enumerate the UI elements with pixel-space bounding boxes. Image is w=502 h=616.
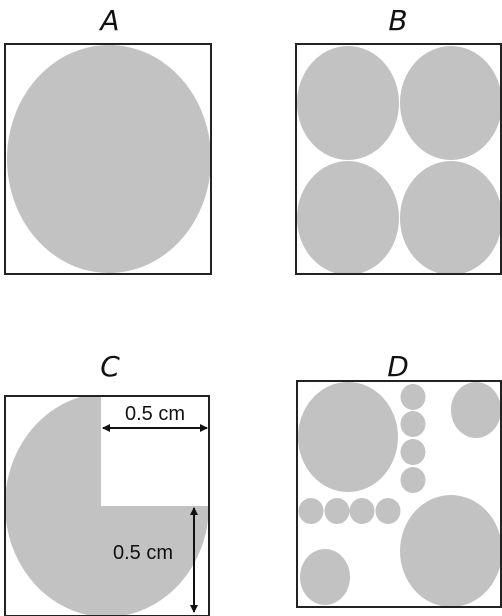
panel-d-large-circle-top: [298, 382, 398, 492]
panel-c: C 0.5 cm 0.5 cm: [4, 350, 210, 616]
panel-d-small-circle: [324, 498, 350, 524]
panel-b-circle-top-right: [400, 46, 502, 160]
panel-c-side-dimension-label: 0.5 cm: [113, 542, 173, 564]
panel-b: B: [295, 4, 502, 275]
panel-c-square: [4, 395, 210, 616]
panel-a-circle: [7, 45, 211, 273]
panel-a-square: [4, 43, 212, 275]
panel-d-label: D: [387, 350, 409, 383]
panel-d-small-circle: [375, 498, 401, 524]
panel-d-small-circle: [400, 467, 426, 493]
panel-a: A: [4, 4, 212, 275]
panel-d-medium-circle-top-right: [451, 382, 501, 438]
panel-a-label: A: [98, 4, 119, 37]
panel-b-square: [295, 43, 502, 275]
panel-b-circle-top-left: [297, 46, 399, 160]
panel-b-circle-bottom-left: [297, 161, 399, 275]
panel-c-label: C: [100, 350, 120, 383]
panel-b-circle-bottom-right: [400, 161, 502, 275]
panel-c-top-dimension-label: 0.5 cm: [125, 403, 185, 425]
panel-d-large-circle-bottom: [400, 495, 501, 607]
panel-c-cutout: [101, 396, 209, 506]
panel-d-square: [296, 380, 502, 608]
panel-d-small-circle: [298, 498, 324, 524]
panel-d: D: [296, 350, 502, 608]
panel-d-small-circle: [400, 411, 426, 437]
panel-d-medium-circle-bottom-left: [300, 549, 350, 605]
panel-d-small-circle: [400, 439, 426, 465]
panel-d-small-circle: [400, 384, 426, 410]
panel-b-label: B: [388, 4, 407, 37]
panel-d-small-circle: [349, 498, 375, 524]
